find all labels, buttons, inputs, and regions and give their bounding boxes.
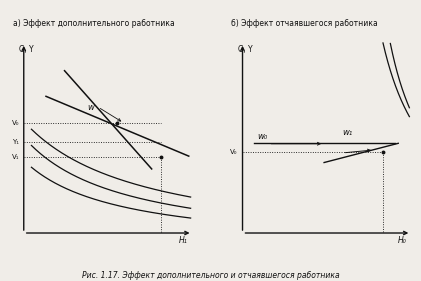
- Text: w₁: w₁: [343, 128, 353, 137]
- Text: Рис. 1.17. Эффект дополнительного и отчаявшегося работника: Рис. 1.17. Эффект дополнительного и отча…: [82, 271, 339, 280]
- Text: V₀: V₀: [12, 120, 19, 126]
- Text: С, Y: С, Y: [19, 45, 34, 54]
- Text: С, Y: С, Y: [238, 45, 253, 54]
- Text: V₁: V₁: [12, 154, 19, 160]
- Text: H₁: H₁: [179, 236, 188, 245]
- Text: Y₁: Y₁: [12, 139, 19, 145]
- Text: H₀: H₀: [397, 236, 406, 245]
- Text: б) Эффект отчаявшегося работника: б) Эффект отчаявшегося работника: [232, 19, 378, 28]
- Text: а) Эффект дополнительного работника: а) Эффект дополнительного работника: [13, 19, 174, 28]
- Text: w: w: [87, 103, 94, 112]
- Text: V₀: V₀: [230, 149, 238, 155]
- Text: w₀: w₀: [257, 132, 268, 141]
